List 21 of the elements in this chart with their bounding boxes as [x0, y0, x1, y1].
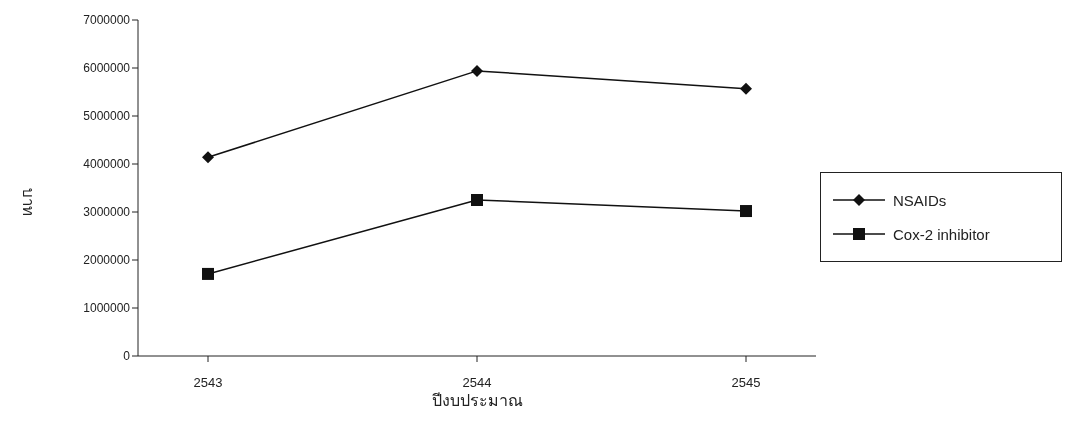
legend-label: NSAIDs	[893, 191, 947, 209]
y-tick-label: 6000000	[83, 61, 131, 76]
y-tick-label: 5000000	[83, 109, 131, 124]
y-tick-label: 4000000	[83, 157, 131, 172]
x-tick-label: 2543	[193, 375, 223, 391]
y-axis-title: บาท	[19, 188, 37, 216]
y-tick-label: 2000000	[83, 253, 131, 268]
y-tick-label: 1000000	[83, 301, 131, 316]
point	[202, 267, 214, 280]
point	[202, 151, 214, 164]
x-tick-label: 2544	[462, 375, 492, 391]
point	[471, 194, 483, 206]
x-axis-title: ปีงบประมาณ	[431, 392, 523, 409]
point	[471, 64, 483, 77]
x-tick-label: 2545	[731, 375, 761, 391]
point	[740, 82, 752, 95]
legend-label: Cox-2 inhibitor	[893, 225, 990, 243]
y-tick-label: 3000000	[83, 205, 131, 220]
y-tick-label: 7000000	[83, 13, 131, 28]
point	[740, 205, 752, 218]
y-tick-label: 0	[123, 349, 131, 364]
